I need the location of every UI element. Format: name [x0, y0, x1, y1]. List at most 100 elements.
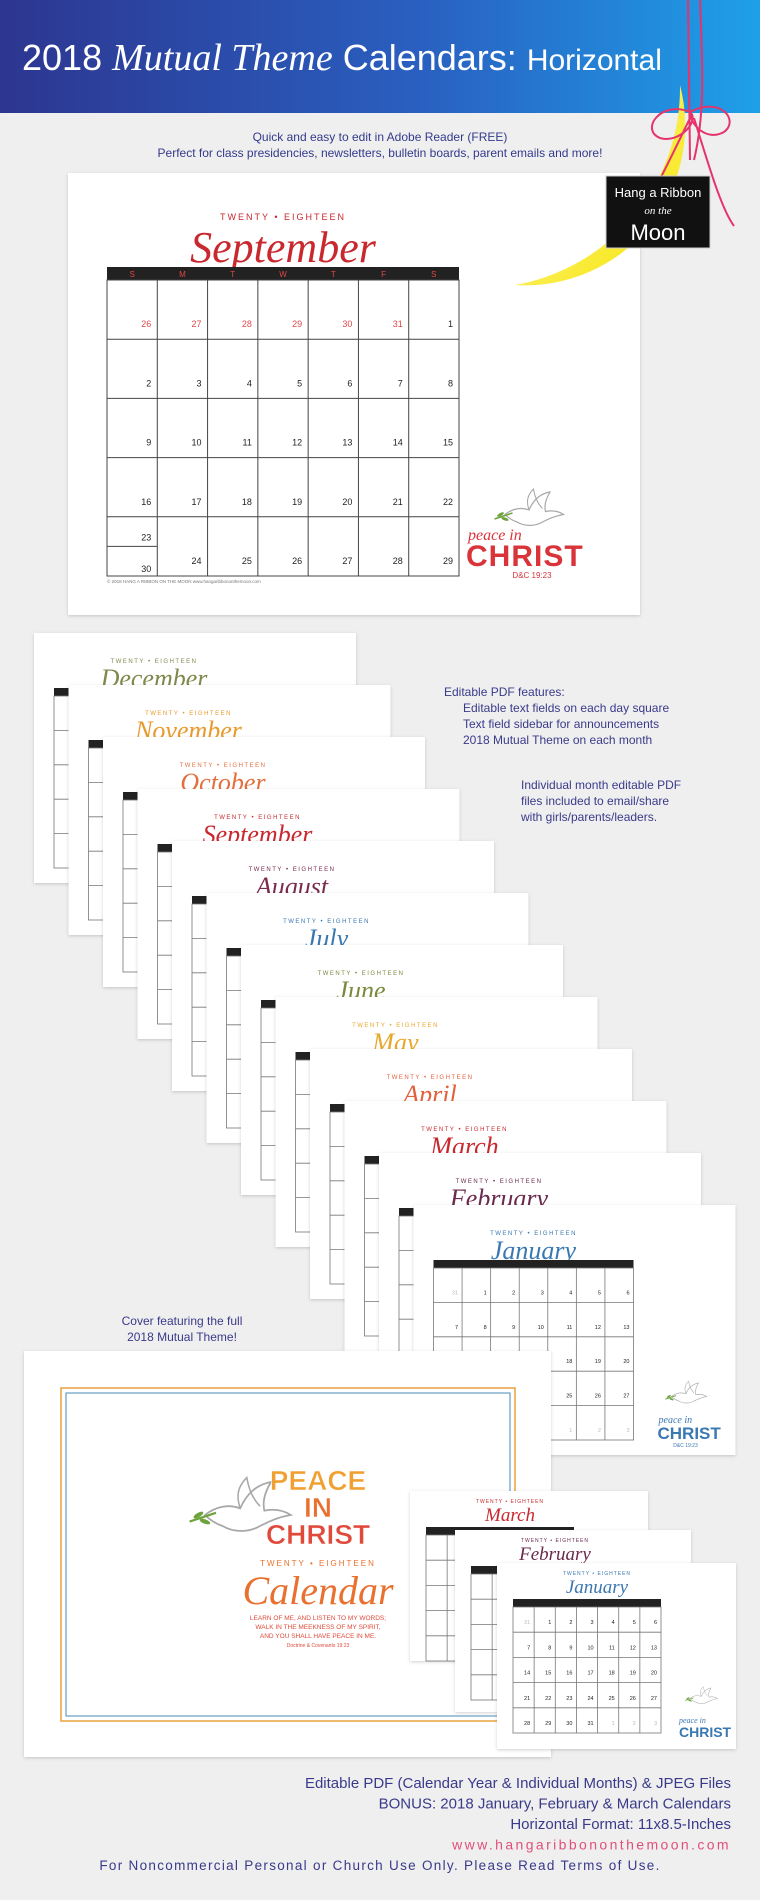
- weekday-bar: [513, 1599, 661, 1607]
- day-number: 11: [243, 438, 252, 448]
- day-number: 3: [541, 1290, 544, 1296]
- day-number: 18: [242, 497, 252, 507]
- olive-leaf: [669, 1398, 674, 1401]
- day-number: 25: [242, 556, 252, 566]
- day-number: 19: [630, 1671, 636, 1677]
- year-label: TWENTY • EIGHTEEN: [249, 867, 336, 873]
- scripture-line: Doctrine & Covenants 19:23: [287, 1643, 350, 1649]
- day-number: 6: [347, 378, 352, 388]
- day-number: 29: [545, 1721, 551, 1727]
- day-number: 2: [569, 1620, 572, 1626]
- day-number: 6: [626, 1290, 629, 1296]
- weekday-label: F: [381, 270, 386, 279]
- intro-line: Quick and easy to edit in Adobe Reader (…: [253, 130, 508, 144]
- day-number: 2: [633, 1721, 636, 1727]
- day-number: 1: [484, 1290, 487, 1296]
- day-number: 17: [192, 497, 202, 507]
- theme-ref: D&C 19:23: [673, 1443, 698, 1449]
- day-number: 31: [587, 1721, 593, 1727]
- olive-branch: [189, 1511, 217, 1523]
- day-number: 31: [524, 1620, 530, 1626]
- intro-line: Perfect for class presidencies, newslett…: [158, 146, 603, 160]
- day-number: 22: [443, 497, 453, 507]
- year-label: TWENTY • EIGHTEEN: [421, 1127, 508, 1133]
- individual-line: files included to email/share: [521, 794, 669, 808]
- day-number: 10: [192, 438, 202, 448]
- day-number: 12: [630, 1645, 636, 1651]
- weekday-label: M: [179, 270, 186, 279]
- year-label: TWENTY • EIGHTEEN: [490, 1231, 577, 1237]
- day-number: 8: [484, 1325, 487, 1331]
- day-number: 26: [595, 1394, 601, 1400]
- year-label: TWENTY • EIGHTEEN: [180, 763, 267, 769]
- olive-leaf: [666, 1395, 671, 1398]
- year-label: TWENTY • EIGHTEEN: [260, 1559, 376, 1568]
- day-number: 23: [141, 532, 151, 542]
- weekday-label: T: [331, 270, 336, 279]
- features-item: 2018 Mutual Theme on each month: [463, 733, 652, 747]
- dove-body: [504, 491, 566, 526]
- calendar-grid: [512, 1606, 662, 1734]
- weekday-label: S: [431, 270, 436, 279]
- day-number: 24: [587, 1696, 593, 1702]
- theme-line: peace in: [658, 1415, 693, 1426]
- header-band: [0, 0, 760, 113]
- day-number: 20: [651, 1671, 657, 1677]
- day-number: 29: [443, 556, 453, 566]
- day-number: 14: [524, 1671, 530, 1677]
- features-item: Editable text fields on each day square: [463, 701, 669, 715]
- day-number: 15: [545, 1671, 551, 1677]
- day-number: 27: [342, 556, 352, 566]
- scripture-line: LEARN OF ME, AND LISTEN TO MY WORDS;: [250, 1615, 386, 1622]
- year-label: TWENTY • EIGHTEEN: [476, 1499, 544, 1505]
- logo-line: Hang a Ribbon: [615, 185, 702, 200]
- day-number: 19: [595, 1359, 601, 1365]
- dove-body: [670, 1382, 708, 1404]
- theme-word: CHRIST: [658, 1424, 722, 1443]
- cover-subtitle: Calendar: [242, 1568, 394, 1613]
- month-title: September: [190, 223, 377, 272]
- calendar-grid: [106, 279, 460, 577]
- year-label: TWENTY • EIGHTEEN: [521, 1538, 589, 1544]
- page-title: 2018 Mutual Theme Calendars: Horizontal: [22, 37, 662, 79]
- day-number: 1: [448, 319, 453, 329]
- theme-word: CHRIST: [679, 1724, 732, 1740]
- logo-line: Moon: [630, 220, 685, 245]
- year-label: TWENTY • EIGHTEEN: [387, 1075, 474, 1081]
- cover-title: CHRIST: [266, 1519, 370, 1550]
- title-script: Mutual Theme: [111, 37, 333, 79]
- day-number: 21: [393, 497, 403, 507]
- day-number: 13: [623, 1325, 629, 1331]
- dove-body: [689, 1687, 719, 1704]
- day-number: 31: [452, 1290, 458, 1296]
- day-number: 3: [654, 1721, 657, 1727]
- day-number: 22: [545, 1696, 551, 1702]
- day-number: 7: [398, 378, 403, 388]
- day-number: 14: [393, 438, 403, 448]
- day-number: 5: [598, 1290, 601, 1296]
- footer-line: www.hangaribbononthemoon.com: [451, 1837, 731, 1853]
- day-number: 24: [192, 556, 202, 566]
- year-label: TWENTY • EIGHTEEN: [352, 1023, 439, 1029]
- day-number: 2: [512, 1290, 515, 1296]
- day-number: 26: [141, 319, 151, 329]
- day-number: 7: [527, 1645, 530, 1651]
- olive-leaf: [497, 512, 504, 517]
- dove-icon: [665, 1380, 708, 1404]
- weekday-bar: [107, 267, 459, 280]
- day-number: 4: [612, 1620, 615, 1626]
- weekday-label: W: [279, 270, 287, 279]
- credit-line: © 2018 HANG A RIBBON ON THE MOON www.han…: [107, 578, 261, 584]
- day-number: 1: [612, 1721, 615, 1727]
- logo-box: [605, 175, 711, 249]
- day-number: 11: [567, 1325, 573, 1331]
- day-number: 20: [342, 497, 352, 507]
- olive-leaf: [501, 517, 509, 521]
- day-number: 30: [566, 1721, 572, 1727]
- footer-line: Horizontal Format: 11x8.5-Inches: [510, 1816, 731, 1833]
- year-label: TWENTY • EIGHTEEN: [563, 1571, 631, 1577]
- dove-icon: [684, 1686, 719, 1704]
- day-number: 8: [548, 1645, 551, 1651]
- features-item: Text field sidebar for announcements: [463, 717, 659, 731]
- weekday-bar: [433, 1260, 634, 1268]
